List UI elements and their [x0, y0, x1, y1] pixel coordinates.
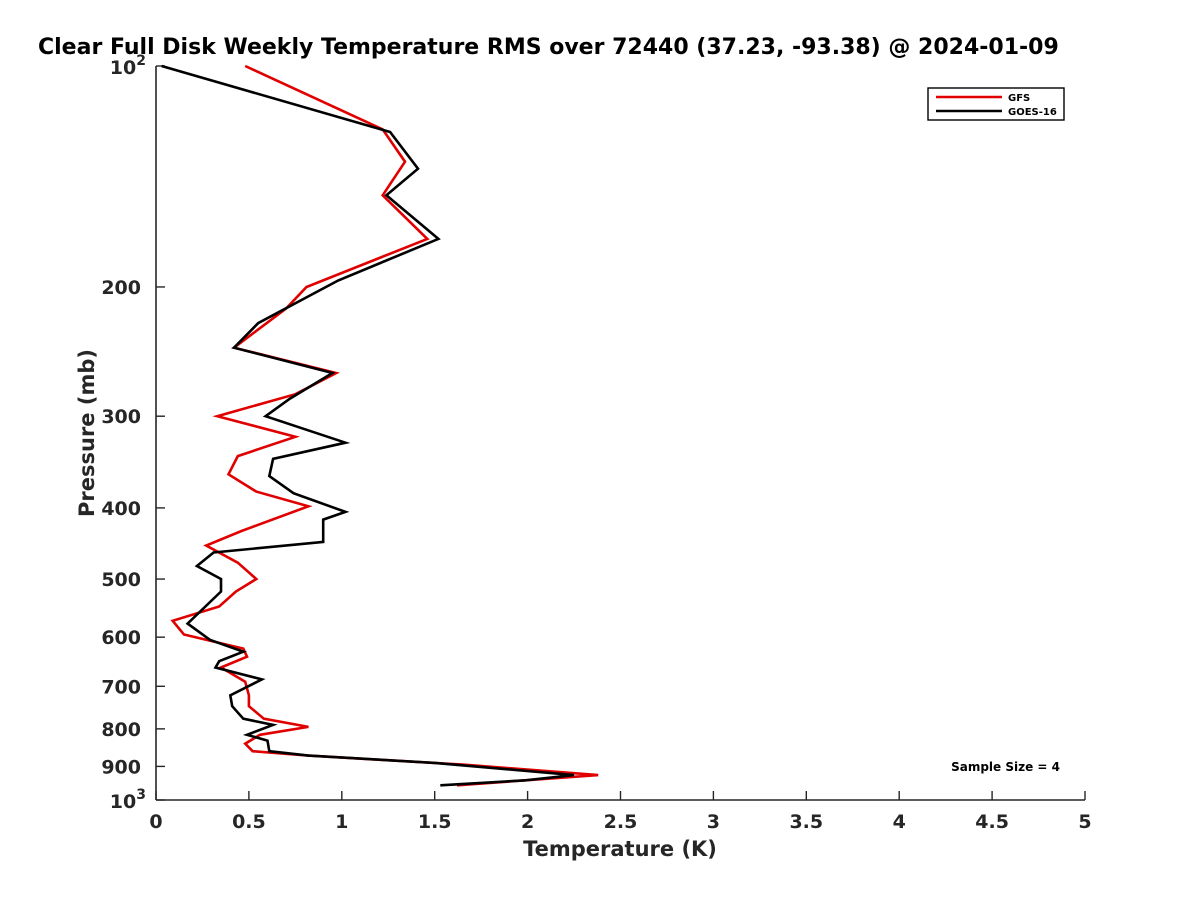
- y-tick-label: 400: [101, 498, 141, 520]
- x-tick-label: 3.5: [789, 811, 823, 833]
- y-tick-label: 800: [101, 719, 141, 741]
- legend: GFS GOES-16: [927, 87, 1065, 121]
- y-tick-exponent: 2: [136, 53, 146, 69]
- series-layer: [161, 64, 599, 787]
- y-tick-label: 600: [101, 627, 141, 649]
- x-tick-label: 0.5: [232, 811, 266, 833]
- x-axis-label: Temperature (K): [523, 837, 717, 861]
- chart-title: Clear Full Disk Weekly Temperature RMS o…: [38, 35, 1059, 60]
- series-line-goes-16: [161, 64, 575, 787]
- x-tick-label: 5: [1078, 811, 1091, 833]
- series-line-gfs: [170, 64, 599, 787]
- y-tick-exponent: 3: [136, 787, 146, 803]
- x-tick-label: 4: [893, 811, 906, 833]
- y-tick-label: 900: [101, 756, 141, 778]
- y-tick-label: 300: [101, 406, 141, 428]
- y-tick-label: 500: [101, 569, 141, 591]
- legend-label: GFS: [1008, 93, 1030, 104]
- x-tick-label: 1: [335, 811, 348, 833]
- sample-size-annotation: Sample Size = 4: [951, 760, 1060, 774]
- x-tick-label: 0: [149, 811, 162, 833]
- x-tick-label: 3: [707, 811, 720, 833]
- plot-axes: 0 0.5 1 1.5 2 2.5 3 3.5 4 4.5 51022003004005006007…: [101, 53, 1091, 833]
- y-tick-label: 102: [110, 53, 146, 79]
- x-tick-label: 2.5: [604, 811, 638, 833]
- y-tick-base: 10: [110, 57, 136, 79]
- y-tick-label: 103: [110, 787, 146, 813]
- legend-label: GOES-16: [1008, 107, 1057, 118]
- x-tick-label: 1.5: [418, 811, 452, 833]
- y-tick-base: 10: [110, 791, 136, 813]
- y-axis-label: Pressure (mb): [75, 349, 99, 517]
- y-tick-label: 200: [101, 277, 141, 299]
- legend-box: [927, 87, 1065, 121]
- x-tick-label: 2: [521, 811, 534, 833]
- x-tick-label: 4.5: [975, 811, 1009, 833]
- y-tick-label: 700: [101, 676, 141, 698]
